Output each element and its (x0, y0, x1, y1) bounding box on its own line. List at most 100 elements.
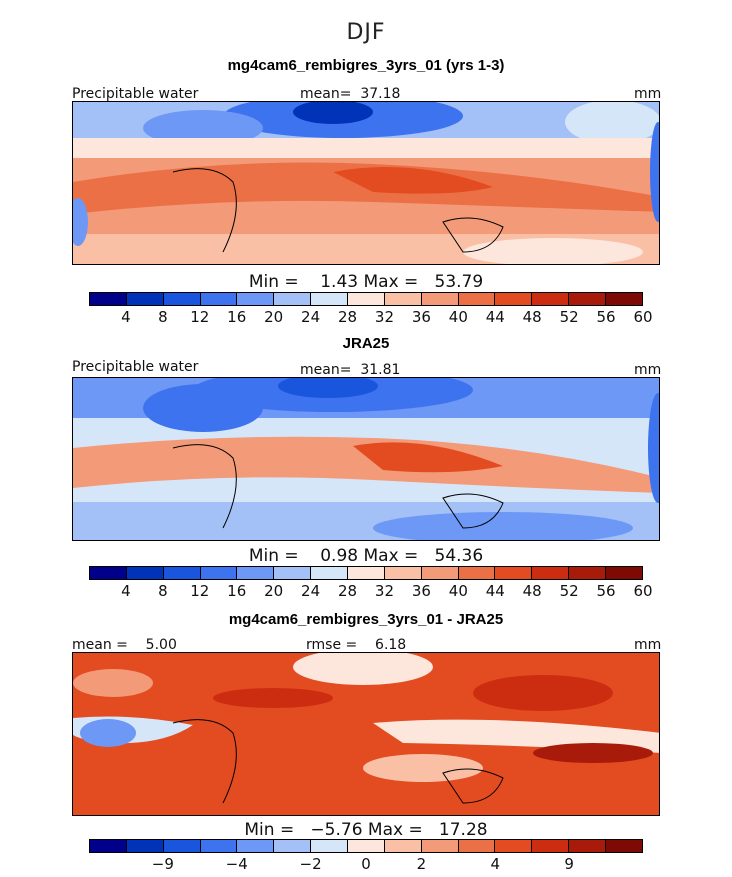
colorbar-swatch (163, 567, 201, 579)
colorbar-tick-label: 56 (596, 582, 616, 600)
colorbar-tick-label: 20 (264, 582, 284, 600)
colorbar-tick-label: 9 (564, 855, 574, 873)
panel-2-min-max: Min = 0.98 Max = 54.36 (248, 546, 484, 566)
panel-2-mean-label: mean= 31.81 (300, 362, 401, 378)
colorbar-tick-label: 28 (337, 308, 358, 326)
colorbar-swatch (90, 567, 127, 579)
colorbar-swatch (532, 567, 570, 579)
colorbar-swatch (495, 840, 533, 852)
panel-2-map (72, 377, 660, 541)
colorbar-swatch (126, 567, 164, 579)
colorbar-swatch (311, 293, 349, 305)
colorbar-swatch (237, 840, 275, 852)
panel-1-colorbar (89, 292, 643, 306)
colorbar-swatch (606, 293, 642, 305)
panel-3-title: mg4cam6_rembigres_3yrs_01 - JRA25 (228, 611, 504, 628)
panel-2-colorbar (89, 566, 643, 580)
colorbar-swatch (311, 567, 349, 579)
panel-1-title: mg4cam6_rembigres_3yrs_01 (yrs 1-3) (227, 57, 505, 74)
colorbar-tick-label: 56 (596, 308, 616, 326)
panel-3-rmse-label: rmse = 6.18 (306, 637, 407, 653)
colorbar-tick-label: −4 (225, 855, 248, 873)
colorbar-swatch (532, 840, 570, 852)
colorbar-swatch (348, 567, 385, 579)
colorbar-tick-label: 8 (158, 308, 168, 326)
colorbar-tick-label: 24 (301, 582, 321, 600)
colorbar-swatch (384, 567, 422, 579)
colorbar-swatch (274, 293, 312, 305)
colorbar-swatch (274, 840, 312, 852)
colorbar-swatch (384, 293, 422, 305)
panel-1-mean-label: mean= 37.18 (300, 86, 401, 102)
colorbar-tick-label: 52 (559, 582, 579, 600)
colorbar-tick-label: 24 (301, 308, 321, 326)
panel-2-colorbar-labels: 4 8 12 16 20 24 28 32 36 40 44 48 52 56 60 (89, 582, 652, 600)
colorbar-swatch (237, 293, 275, 305)
colorbar-swatch (348, 840, 385, 852)
panel-2-units-label: mm (634, 362, 662, 378)
colorbar-tick-label: 16 (227, 582, 247, 600)
colorbar-tick-label: 40 (448, 582, 468, 600)
colorbar-swatch (458, 293, 496, 305)
season-title: DJF (346, 20, 386, 45)
colorbar-swatch (163, 840, 201, 852)
colorbar-tick-label: 2 (416, 855, 427, 873)
colorbar-tick-label: 4 (121, 582, 131, 600)
colorbar-swatch (532, 293, 570, 305)
colorbar-tick-label: −9 (151, 855, 174, 873)
colorbar-tick-label: 60 (633, 308, 653, 326)
colorbar-tick-label: −2 (299, 855, 322, 873)
colorbar-tick-label: 12 (190, 582, 210, 600)
panel-3-map (72, 652, 660, 816)
colorbar-tick-label: 40 (448, 308, 468, 326)
colorbar-tick-label: 48 (522, 582, 542, 600)
colorbar-swatch (606, 840, 642, 852)
colorbar-swatch (458, 840, 496, 852)
colorbar-swatch (90, 840, 127, 852)
colorbar-swatch (569, 840, 607, 852)
panel-3-colorbar (89, 839, 643, 853)
colorbar-tick-label: 52 (559, 308, 579, 326)
colorbar-tick-label: 0 (361, 855, 371, 873)
colorbar-swatch (348, 293, 385, 305)
colorbar-swatch (200, 567, 238, 579)
colorbar-tick-label: 12 (190, 308, 210, 326)
colorbar-tick-label: 44 (485, 582, 505, 600)
colorbar-swatch (311, 840, 349, 852)
colorbar-tick-label: 4 (490, 855, 501, 873)
colorbar-tick-label: 8 (158, 582, 168, 600)
colorbar-swatch (126, 840, 164, 852)
colorbar-tick-label: 32 (374, 582, 394, 600)
colorbar-swatch (569, 567, 607, 579)
colorbar-swatch (569, 293, 607, 305)
panel-3-colorbar-labels: −9 −4 −2 0 2 4 9 (89, 855, 643, 873)
colorbar-tick-label: 16 (227, 308, 247, 326)
panel-2-variable-label: Precipitable water (72, 359, 199, 375)
colorbar-swatch (90, 293, 127, 305)
colorbar-swatch (163, 293, 201, 305)
colorbar-swatch (421, 293, 459, 305)
colorbar-swatch (458, 567, 496, 579)
panel-3-min-max: Min = −5.76 Max = 17.28 (244, 820, 488, 840)
colorbar-swatch (200, 293, 238, 305)
colorbar-tick-label: 28 (337, 582, 358, 600)
panel-1-units-label: mm (634, 86, 662, 102)
colorbar-tick-label: 60 (633, 582, 653, 600)
panel-1-variable-label: Precipitable water (72, 86, 199, 102)
colorbar-swatch (421, 840, 459, 852)
colorbar-swatch (384, 840, 422, 852)
colorbar-swatch (421, 567, 459, 579)
colorbar-swatch (495, 567, 533, 579)
panel-1-colorbar-labels: 4 8 12 16 20 24 28 32 36 40 44 48 52 56 60 (89, 308, 652, 326)
colorbar-swatch (274, 567, 312, 579)
colorbar-swatch (237, 567, 275, 579)
colorbar-swatch (200, 840, 238, 852)
panel-3-units-label: mm (634, 637, 662, 653)
colorbar-tick-label: 48 (522, 308, 542, 326)
panel-3-mean-label: mean = 5.00 (72, 637, 177, 653)
colorbar-tick-label: 36 (411, 582, 431, 600)
colorbar-swatch (126, 293, 164, 305)
colorbar-swatch (606, 567, 642, 579)
colorbar-tick-label: 4 (121, 308, 131, 326)
panel-1-min-max: Min = 1.43 Max = 53.79 (248, 272, 484, 292)
